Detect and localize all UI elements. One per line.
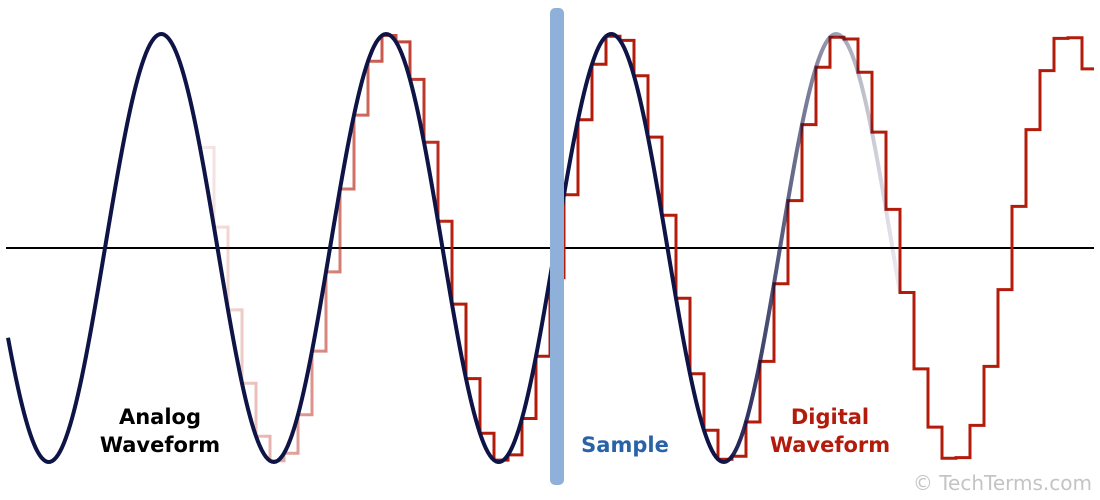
watermark: © TechTerms.com xyxy=(913,471,1092,495)
analog-label: Waveform xyxy=(100,433,220,457)
analog-waveform xyxy=(6,31,902,465)
digital-waveform xyxy=(200,34,1094,463)
analog-label: Analog xyxy=(119,405,201,429)
digital-label: Waveform xyxy=(770,433,890,457)
sample-bar xyxy=(550,8,564,485)
sample-label: Sample xyxy=(581,433,669,457)
digital-label: Digital xyxy=(791,405,869,429)
